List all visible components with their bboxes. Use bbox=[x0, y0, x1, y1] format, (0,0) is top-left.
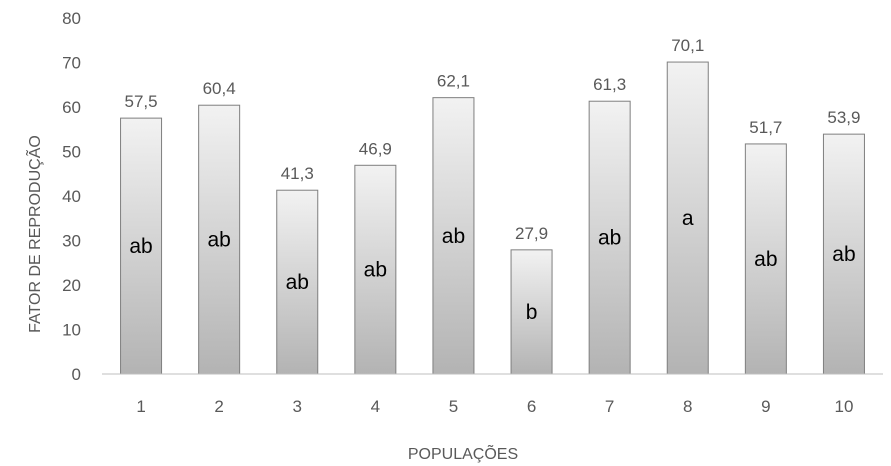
bar bbox=[354, 164, 397, 375]
x-tick-label: 10 bbox=[834, 397, 853, 416]
bar bbox=[198, 104, 241, 375]
x-tick-label: 5 bbox=[449, 397, 458, 416]
bar bbox=[822, 133, 865, 375]
bar bbox=[120, 117, 163, 375]
y-tick-label: 50 bbox=[62, 143, 81, 162]
x-tick-label: 8 bbox=[683, 397, 692, 416]
value-label: 57,5 bbox=[125, 92, 158, 111]
y-axis-ticks: 0 10 20 30 40 50 60 70 80 bbox=[62, 9, 81, 384]
bar bbox=[666, 61, 709, 375]
value-labels: 57,5 60,4 41,3 46,9 62,1 27,9 61,3 70,1 51,7 53,9 bbox=[125, 36, 861, 243]
x-tick-label: 9 bbox=[761, 397, 770, 416]
value-label: 27,9 bbox=[515, 224, 548, 243]
y-tick-label: 40 bbox=[62, 187, 81, 206]
y-tick-label: 80 bbox=[62, 9, 81, 28]
value-label: 62,1 bbox=[437, 72, 470, 91]
bar bbox=[276, 189, 319, 375]
value-label: 53,9 bbox=[827, 108, 860, 127]
bar bbox=[510, 249, 553, 375]
x-axis-title: POPULAÇÕES bbox=[408, 443, 518, 463]
group-letter-label: ab bbox=[832, 243, 855, 266]
group-letter-label: a bbox=[682, 207, 694, 230]
group-letter-label: ab bbox=[207, 229, 230, 252]
y-tick-label: 60 bbox=[62, 98, 81, 117]
y-axis-title: FATOR DE REPRODUÇÃO bbox=[24, 135, 44, 333]
group-letter-label: b bbox=[526, 301, 538, 324]
y-tick-label: 20 bbox=[62, 276, 81, 295]
value-label: 61,3 bbox=[593, 75, 626, 94]
value-label: 41,3 bbox=[281, 164, 314, 183]
y-tick-label: 70 bbox=[62, 54, 81, 73]
group-letters: ab ab ab ab ab b ab a ab ab bbox=[129, 207, 855, 324]
bars bbox=[120, 61, 865, 375]
y-tick-label: 0 bbox=[72, 365, 81, 384]
value-label: 46,9 bbox=[359, 139, 392, 158]
group-letter-label: ab bbox=[598, 227, 621, 250]
x-tick-label: 1 bbox=[136, 397, 145, 416]
x-tick-label: 3 bbox=[293, 397, 302, 416]
x-tick-label: 2 bbox=[214, 397, 223, 416]
x-tick-label: 6 bbox=[527, 397, 536, 416]
group-letter-label: ab bbox=[286, 271, 309, 294]
x-tick-label: 7 bbox=[605, 397, 614, 416]
group-letter-label: ab bbox=[754, 248, 777, 271]
y-tick-label: 30 bbox=[62, 232, 81, 251]
y-tick-label: 10 bbox=[62, 321, 81, 340]
group-letter-label: ab bbox=[364, 259, 387, 282]
x-tick-label: 4 bbox=[371, 397, 380, 416]
value-label: 70,1 bbox=[671, 36, 704, 55]
value-label: 51,7 bbox=[749, 118, 782, 137]
group-letter-label: ab bbox=[442, 225, 465, 248]
x-axis-ticks: 1 2 3 4 5 6 7 8 9 10 bbox=[136, 397, 853, 416]
group-letter-label: ab bbox=[129, 235, 152, 258]
value-label: 60,4 bbox=[203, 79, 236, 98]
